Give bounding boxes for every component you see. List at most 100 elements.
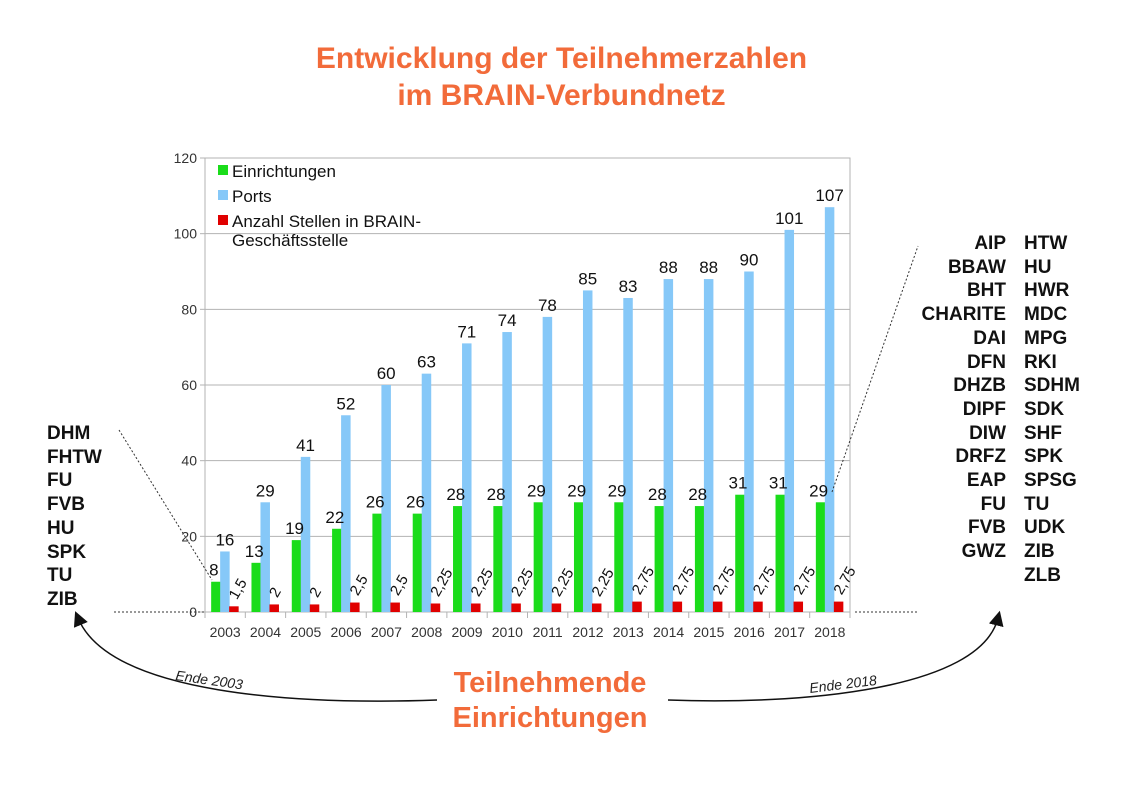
right-list-b-item: ZLB xyxy=(1024,564,1061,586)
x-tick-label: 2017 xyxy=(774,624,805,640)
data-label-stellen: 2,25 xyxy=(427,566,456,600)
chart-title-line1: Entwicklung der Teilnehmerzahlen xyxy=(315,42,808,75)
data-label-stellen: 2,75 xyxy=(750,564,779,598)
bar-1-2004 xyxy=(260,502,270,612)
bar-1-2006 xyxy=(341,415,351,612)
bar-0-2003 xyxy=(211,581,221,612)
y-tick-label: 80 xyxy=(181,301,197,317)
x-tick-label: 2009 xyxy=(451,624,482,640)
y-tick-label: 120 xyxy=(174,150,198,166)
data-label-ports: 71 xyxy=(457,322,476,341)
bottom-title-line2: Einrichtungen xyxy=(452,702,648,734)
bar-0-2005 xyxy=(291,540,302,612)
data-label-einrichtungen: 28 xyxy=(487,485,506,504)
data-label-einrichtungen: 29 xyxy=(608,481,627,500)
bar-0-2008 xyxy=(412,513,423,612)
left-list-item: SPK xyxy=(47,541,87,563)
right-list-a-item: DIPF xyxy=(962,398,1006,420)
legend-label-stellen-line2: Geschäftsstelle xyxy=(232,231,348,250)
right-list-b-item: HU xyxy=(1024,256,1052,278)
right-list-b-item: SPK xyxy=(1024,446,1064,468)
x-tick-label: 2008 xyxy=(411,624,442,640)
data-label-ports: 52 xyxy=(336,394,355,413)
bar-2-2016 xyxy=(753,601,763,612)
data-label-ports: 63 xyxy=(417,353,436,372)
right-list-a-item: AIP xyxy=(974,233,1006,254)
right-list-b-item: ZIB xyxy=(1024,541,1055,563)
legend-label-einrichtungen: Einrichtungen xyxy=(232,162,336,181)
data-label-ports: 90 xyxy=(740,251,759,270)
bar-2-2018 xyxy=(833,601,844,612)
bar-0-2017 xyxy=(775,494,786,612)
bottom-title-line1: Teilnehmende xyxy=(453,667,647,699)
bar-2-2010 xyxy=(511,603,521,612)
bar-0-2012 xyxy=(573,502,584,612)
bar-1-2010 xyxy=(502,332,512,612)
x-tick-label: 2015 xyxy=(693,624,724,640)
bar-0-2016 xyxy=(735,494,745,612)
bar-1-2008 xyxy=(421,373,432,612)
data-label-ports: 60 xyxy=(377,364,396,383)
x-tick-label: 2011 xyxy=(533,624,563,640)
bar-0-2009 xyxy=(453,506,463,612)
bar-1-2014 xyxy=(663,279,674,612)
data-label-ports: 78 xyxy=(538,296,557,315)
right-institution-list-a: AIP BBAW BHT CHARITE DAI DFN DHZB DIPF DIW DRFZ EA… xyxy=(880,232,1006,564)
bar-2-2011 xyxy=(551,603,562,612)
bar-0-2011 xyxy=(533,502,544,612)
data-label-einrichtungen: 31 xyxy=(729,474,748,493)
data-label-ports: 29 xyxy=(256,481,275,500)
x-tick-label: 2007 xyxy=(371,624,402,640)
left-list-item: DHM xyxy=(47,423,91,444)
right-list-a-item: EAP xyxy=(966,470,1006,492)
data-label-einrichtungen: 29 xyxy=(809,481,828,500)
bar-2-2005 xyxy=(309,604,320,612)
left-list-item: ZIB xyxy=(47,588,78,610)
data-label-einrichtungen: 26 xyxy=(366,493,385,512)
bar-2-2006 xyxy=(350,602,360,612)
legend: Einrichtungen Ports Anzahl Stellen in BR… xyxy=(218,162,421,250)
left-curved-arrow xyxy=(73,611,438,702)
y-tick-label: 0 xyxy=(189,604,197,620)
right-list-a-item: GWZ xyxy=(961,541,1006,563)
bar-1-2011 xyxy=(542,316,553,612)
legend-swatch-ports xyxy=(218,190,228,200)
left-connector-dotted xyxy=(118,429,213,581)
bar-0-2010 xyxy=(493,506,503,612)
left-list-item: FU xyxy=(47,470,73,492)
right-connector-dotted xyxy=(831,245,919,493)
x-tick-label: 2016 xyxy=(734,624,765,640)
right-list-a-item: BBAW xyxy=(947,256,1006,278)
data-label-ports: 101 xyxy=(775,209,803,228)
legend-swatch-einrichtungen xyxy=(218,165,228,175)
data-label-ports: 83 xyxy=(619,277,638,296)
bar-2-2004 xyxy=(269,604,279,612)
right-list-b-item: SDHM xyxy=(1024,375,1080,397)
bar-2-2017 xyxy=(793,601,804,612)
right-list-b-item: SDK xyxy=(1024,398,1065,420)
data-label-stellen: 2,25 xyxy=(548,566,577,600)
bar-0-2006 xyxy=(332,528,342,612)
right-list-a-item: DFN xyxy=(966,351,1006,373)
right-list-b-item: MPG xyxy=(1024,327,1068,349)
right-list-a-item: CHARITE xyxy=(921,304,1006,326)
data-label-ports: 88 xyxy=(699,258,718,277)
data-label-einrichtungen: 26 xyxy=(406,493,425,512)
right-list-a-item: DHZB xyxy=(953,375,1006,397)
bar-0-2004 xyxy=(251,562,261,612)
right-list-b-item: HTW xyxy=(1024,233,1068,254)
bar-1-2016 xyxy=(744,271,754,612)
left-list-item: TU xyxy=(47,565,73,587)
legend-label-stellen-line1: Anzahl Stellen in BRAIN- xyxy=(232,212,421,231)
data-label-stellen: 2,75 xyxy=(790,564,819,598)
x-tick-label: 2003 xyxy=(210,624,241,640)
x-tick-label: 2012 xyxy=(572,624,603,640)
bar-1-2009 xyxy=(462,343,472,612)
data-label-einrichtungen: 28 xyxy=(446,485,465,504)
right-list-b-item: TU xyxy=(1024,493,1050,515)
legend-swatch-stellen xyxy=(218,215,228,225)
data-label-einrichtungen: 28 xyxy=(688,485,707,504)
bar-2-2012 xyxy=(591,603,602,612)
data-label-ports: 85 xyxy=(578,269,597,288)
bar-0-2014 xyxy=(654,506,665,612)
